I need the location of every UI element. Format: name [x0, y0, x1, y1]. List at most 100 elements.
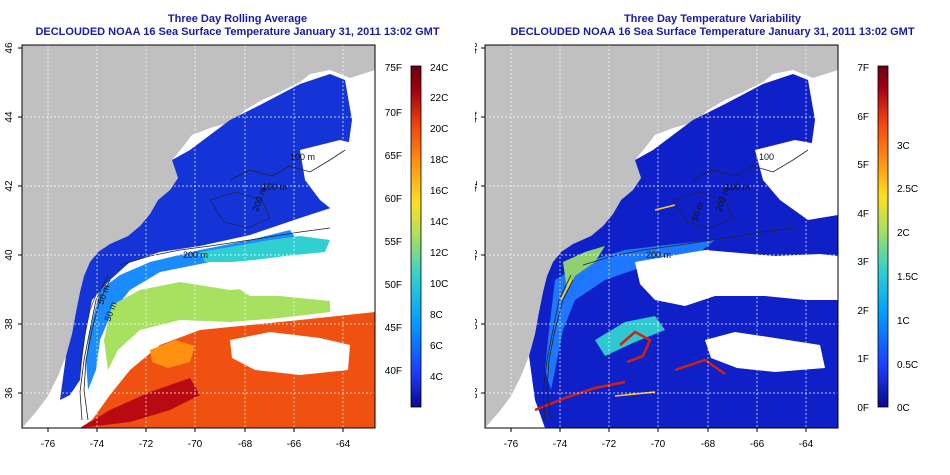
- x-axis: -76 -74 -72 -70 -68 -66 -64: [41, 428, 351, 450]
- y-tick-label: 46: [475, 42, 480, 54]
- left-map-area: 100 m 100 m 200 m 200 m 50 m 50 m: [22, 45, 375, 428]
- x-tick-label: -64: [799, 439, 814, 450]
- y-tick-label: 36: [4, 387, 15, 399]
- sst-gulf-core: [80, 378, 200, 428]
- right-subtitle: DECLOUDED NOAA 16 Sea Surface Temperatur…: [510, 26, 915, 38]
- y-tick-label: 36: [475, 387, 480, 399]
- x-tick-label: -70: [188, 439, 203, 450]
- left-map-panel: Three Day Rolling Average DECLOUDED NOAA…: [4, 13, 448, 450]
- colorbar-label: 75F: [385, 63, 402, 74]
- x-tick-label: -72: [139, 439, 154, 450]
- colorbar-label: 60F: [385, 194, 402, 205]
- x-tick-label: -66: [287, 439, 302, 450]
- y-tick-label: 44: [475, 111, 480, 123]
- x-tick-label: -68: [701, 439, 716, 450]
- colorbar-label: 0C: [897, 403, 910, 414]
- isobath-100m: [542, 149, 809, 421]
- cloud-mask: [635, 250, 838, 306]
- y-tick-label: 42: [4, 180, 15, 192]
- x-tick-label: -64: [336, 439, 351, 450]
- colorbar-label: 0F: [857, 403, 869, 414]
- isobath-200m: [83, 227, 331, 421]
- isobath-200m: [546, 227, 794, 421]
- cloud-mask-ne: [300, 140, 372, 220]
- colorbar-label: 18C: [430, 155, 448, 166]
- colorbar-label: 50F: [385, 280, 402, 291]
- right-map-figure: 100 100 m 200 m 200 m 50 m -76 -74 -72 -…: [475, 42, 918, 450]
- colorbar-label: 65F: [385, 151, 402, 162]
- x-tick-label: -72: [602, 439, 617, 450]
- colorbar-label: 1C: [897, 316, 910, 327]
- contour-label: 200 m: [646, 250, 671, 260]
- colorbar-label: 6F: [857, 112, 869, 123]
- x-tick-label: -74: [90, 439, 105, 450]
- colorbar-label: 45F: [385, 323, 402, 334]
- y-tick-label: 42: [475, 180, 480, 192]
- colorbar-label: 3C: [897, 141, 910, 152]
- colorbar-label: 40F: [385, 366, 402, 377]
- right-map-area: 100 100 m 200 m 200 m 50 m: [485, 45, 838, 428]
- x-tick-label: -74: [553, 439, 568, 450]
- sst-orange-patch: [150, 340, 195, 368]
- colorbar-label: 4F: [857, 209, 869, 220]
- x-tick-label: -76: [504, 439, 519, 450]
- y-axis: 46 44 42 40 38 36: [4, 42, 22, 399]
- colorbar-label: 4C: [430, 372, 443, 383]
- colorbar-label: 3F: [857, 257, 869, 268]
- colorbar-label: 1.5C: [897, 272, 918, 283]
- right-colorbar-c-labels: 3C 2.5C 2C 1.5C 1C 0.5C 0C: [897, 141, 918, 414]
- contour-label: 100 m: [290, 152, 315, 162]
- left-subtitle: DECLOUDED NOAA 16 Sea Surface Temperatur…: [35, 26, 440, 38]
- y-tick-label: 44: [4, 111, 15, 123]
- left-title: Three Day Rolling Average: [167, 13, 308, 25]
- colorbar-label: 2F: [857, 306, 869, 317]
- left-colorbar: [410, 65, 422, 408]
- map-grid: [22, 45, 375, 428]
- colorbar-label: 12C: [430, 248, 448, 259]
- y-axis: 46 44 42 40 38 36: [475, 42, 485, 399]
- contour-label: 100 m: [262, 182, 287, 192]
- x-tick-label: -68: [238, 439, 253, 450]
- cloud-mask: [232, 256, 372, 305]
- isobath-50m: [672, 191, 734, 229]
- contour-label: 200 m: [183, 250, 208, 260]
- isobath-100m: [79, 149, 346, 421]
- colorbar-label: 55F: [385, 237, 402, 248]
- right-title: Three Day Temperature Variability: [623, 13, 802, 25]
- colorbar-label: 8C: [430, 310, 443, 321]
- colorbar-label: 20C: [430, 124, 448, 135]
- colorbar-label: 70F: [385, 108, 402, 119]
- colorbar-label: 14C: [430, 217, 448, 228]
- land-mass: [22, 45, 375, 428]
- isobath-50m: [79, 191, 271, 371]
- y-tick-label: 46: [4, 42, 15, 54]
- land-mass: [485, 45, 838, 428]
- right-map-border: [484, 44, 839, 429]
- right-map-panel: Three Day Temperature Variability DECLOU…: [475, 0, 950, 475]
- left-map-border: [21, 44, 376, 429]
- sst-cyan-band: [200, 236, 330, 262]
- colorbar-label: 24C: [430, 63, 448, 74]
- right-colorbar: [877, 65, 889, 408]
- colorbar-label: 16C: [430, 186, 448, 197]
- variability-mid: [545, 240, 715, 390]
- sst-shelf-mid: [86, 230, 300, 390]
- left-colorbar-c-labels: 24C 22C 20C 18C 16C 14C 12C 10C 8C 6C 4C: [430, 63, 448, 383]
- colorbar-label: 2.5C: [897, 184, 918, 195]
- contour-label: 100: [759, 152, 774, 162]
- x-tick-label: -66: [750, 439, 765, 450]
- left-colorbar-f-labels: 75F 70F 65F 60F 55F 50F 45F 40F: [385, 63, 402, 377]
- variability-front: [534, 330, 726, 412]
- colorbar-label: 2C: [897, 228, 910, 239]
- sst-shelf-cold: [60, 74, 352, 400]
- y-tick-label: 38: [475, 318, 480, 330]
- cloud-mask-south: [230, 332, 350, 375]
- colorbar-label: 7F: [857, 63, 869, 74]
- cloud-mask-south: [705, 332, 825, 372]
- variability-green-band: [563, 246, 605, 290]
- left-map-figure: 100 m 100 m 200 m 200 m 50 m 50 m -76 -7…: [4, 42, 448, 450]
- y-tick-label: 40: [4, 249, 15, 261]
- colorbar-label: 10C: [430, 279, 448, 290]
- colorbar-label: 0.5C: [897, 360, 918, 371]
- y-tick-label: 40: [475, 249, 480, 261]
